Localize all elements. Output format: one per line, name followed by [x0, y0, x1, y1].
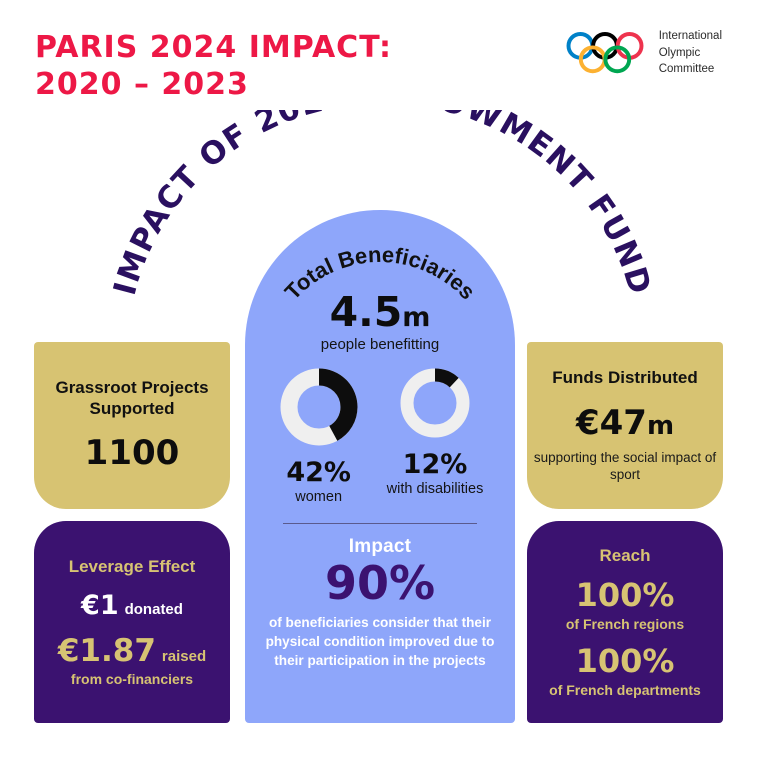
donut-women: 42% women: [277, 365, 361, 506]
ioc-name-line-1: International: [658, 30, 722, 42]
card-reach-stat1-value: 100%: [575, 576, 675, 615]
donut-women-percent: 42%: [286, 457, 351, 488]
center-beneficiaries-panel: Total Beneficiaries 4.5m people benefitt…: [245, 210, 515, 723]
card-funds-unit: m: [646, 410, 675, 441]
donut-disabilities-percent: 12%: [402, 449, 468, 480]
card-reach-stat2-label: of French departments: [549, 682, 701, 699]
header: PARIS 2024 IMPACT: 2020 – 2023 Internati…: [0, 0, 760, 120]
page-title: PARIS 2024 IMPACT: 2020 – 2023: [35, 30, 392, 103]
donut-disabilities: 12% with disabilities: [386, 365, 484, 506]
section-divider: [283, 523, 477, 524]
ioc-name: International Olympic Committee: [659, 28, 722, 78]
card-funds-subtitle: supporting the social impact of sport: [533, 449, 717, 482]
card-leverage-effect: Leverage Effect €1 donated €1.87 raised …: [34, 521, 230, 723]
total-beneficiaries-subtitle: people benefitting: [320, 336, 440, 353]
card-leverage-row-raised: €1.87 raised: [58, 633, 206, 669]
card-grassroot-value: 1100: [84, 433, 180, 474]
donut-chart-women-icon: [280, 368, 358, 446]
card-leverage-heading: Leverage Effect: [68, 557, 196, 577]
card-grassroot-projects: Grassroot Projects Supported 1100: [34, 342, 230, 509]
card-reach: Reach 100% of French regions 100% of Fre…: [527, 521, 723, 723]
ioc-name-line-2: Olympic: [658, 46, 701, 59]
ioc-logo: International Olympic Committee: [565, 28, 722, 78]
card-leverage-raised-word: raised: [161, 647, 207, 665]
total-beneficiaries-unit: m: [402, 302, 431, 333]
card-leverage-subtitle: from co-financiers: [70, 670, 194, 687]
page-title-line-2: 2020 – 2023: [35, 66, 249, 102]
donut-chart-disabilities-icon: [400, 368, 470, 438]
donut-chart-group: 42% women 12% with disabilities: [245, 365, 515, 506]
card-grassroot-heading: Grassroot Projects Supported: [55, 377, 209, 418]
olympic-rings-icon: [566, 31, 644, 74]
card-funds-distributed: Funds Distributed €47m supporting the so…: [527, 342, 723, 509]
impact-description: of beneficiaries consider that their phy…: [265, 615, 495, 668]
card-reach-heading: Reach: [599, 545, 651, 565]
donut-women-label: women: [295, 489, 343, 505]
total-beneficiaries-arc: Total Beneficiaries: [280, 242, 481, 305]
page-title-line-1: PARIS 2024 IMPACT:: [35, 30, 393, 65]
ioc-name-line-3: Committee: [658, 63, 715, 76]
total-beneficiaries-number: 4.5: [329, 288, 403, 336]
impact-heading: Impact: [348, 536, 412, 557]
donut-disabilities-label: with disabilities: [386, 481, 484, 497]
card-funds-value: €47m: [576, 403, 674, 443]
total-beneficiaries-value: 4.5m: [245, 288, 515, 336]
card-leverage-row-donated: €1 donated: [81, 590, 183, 621]
card-funds-amount: €47: [575, 402, 647, 443]
card-leverage-donated-value: €1: [81, 589, 119, 621]
card-reach-stat1-label: of French regions: [565, 616, 685, 633]
card-funds-heading: Funds Distributed: [552, 367, 698, 387]
card-leverage-donated-word: donated: [124, 600, 183, 618]
card-leverage-raised-value: €1.87: [57, 632, 156, 669]
impact-percent-value: 90%: [324, 556, 436, 610]
card-reach-stat2-value: 100%: [575, 642, 675, 681]
